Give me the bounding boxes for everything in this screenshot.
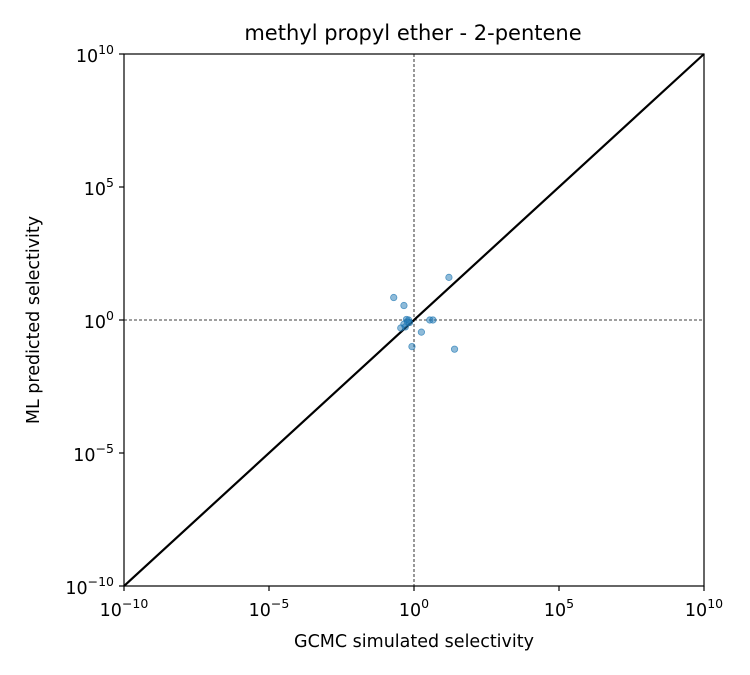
- y-tick-label: 10−5: [73, 441, 114, 466]
- x-tick-label: 100: [399, 596, 429, 621]
- y-axis-label: ML predicted selectivity: [24, 216, 44, 424]
- identity-line: [123, 53, 705, 587]
- x-tick-label: 105: [544, 596, 574, 621]
- data-point: [405, 318, 414, 327]
- data-point: [408, 342, 416, 351]
- y-tick-label: 10−10: [65, 574, 114, 599]
- data-point: [445, 273, 453, 281]
- data-point: [429, 316, 437, 324]
- y-axis-ticks: 10−10 10−5 100 105 1010: [65, 42, 124, 599]
- x-tick-label: 10−5: [249, 596, 290, 621]
- data-point: [401, 323, 409, 331]
- chart-title: methyl propyl ether - 2-pentene: [244, 21, 581, 45]
- data-point: [450, 345, 459, 353]
- y-tick-label: 100: [84, 308, 114, 333]
- x-tick-label: 1010: [685, 596, 723, 621]
- data-point: [390, 293, 398, 302]
- plot-area: [123, 53, 705, 587]
- y-tick-label: 105: [84, 175, 114, 200]
- data-points: [390, 273, 459, 353]
- x-axis-ticks: 10−10 10−5 100 105 1010: [100, 586, 723, 621]
- y-tick-label: 1010: [76, 42, 114, 67]
- x-tick-label: 10−10: [100, 596, 149, 621]
- x-axis-label: GCMC simulated selectivity: [294, 632, 534, 652]
- data-point: [417, 328, 426, 336]
- data-point: [400, 301, 408, 310]
